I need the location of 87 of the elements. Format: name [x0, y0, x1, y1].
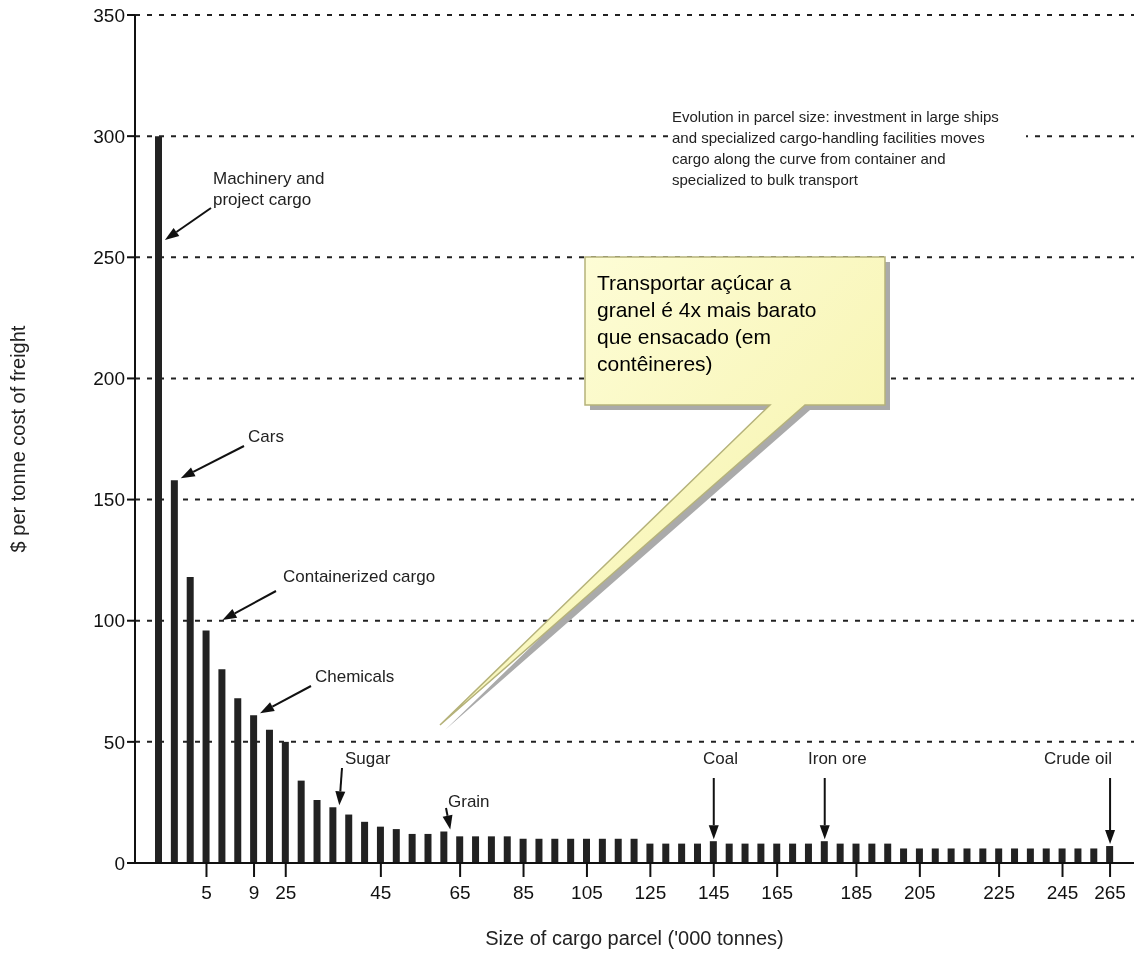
bar — [424, 833, 432, 863]
bar — [868, 843, 876, 863]
annotation: Transportar açúcar a granel é 4x mais barato que ensacado (em contêineres) — [597, 270, 818, 377]
y-axis-title: $ per tonne cost of freight — [7, 325, 30, 553]
bar — [725, 843, 733, 863]
bar — [313, 800, 321, 863]
bar — [519, 838, 527, 863]
bar — [741, 843, 749, 863]
annotation: Chemicals — [315, 666, 396, 687]
bar — [915, 848, 923, 863]
y-tick-label: 350 — [93, 4, 125, 26]
y-tick-label: 50 — [103, 731, 125, 753]
y-tick-label: 250 — [93, 247, 125, 269]
annotation: Sugar — [345, 748, 392, 769]
bar — [1042, 848, 1050, 863]
x-tick-label: 5 — [201, 882, 212, 903]
bar — [614, 838, 622, 863]
annotation: Grain — [448, 791, 491, 812]
bar — [487, 836, 495, 863]
bar — [583, 838, 591, 863]
bar — [900, 848, 908, 863]
bar — [1026, 848, 1034, 863]
bar — [598, 838, 606, 863]
x-axis-title: Size of cargo parcel ('000 tonnes) — [485, 927, 784, 949]
bar — [804, 843, 812, 863]
bar — [773, 843, 781, 863]
bar — [376, 826, 384, 863]
bar — [345, 814, 353, 863]
bar — [678, 843, 686, 863]
y-tick-label: 200 — [93, 368, 125, 390]
bar — [218, 669, 226, 863]
bar — [551, 838, 559, 863]
annotation: Machinery and project cargo — [213, 168, 326, 210]
bar — [836, 843, 844, 863]
bar — [931, 848, 939, 863]
bar — [1011, 848, 1019, 863]
x-tick-label: 265 — [1094, 882, 1126, 903]
bar — [329, 807, 337, 863]
x-tick-label: 65 — [449, 882, 471, 903]
bar — [662, 843, 670, 863]
bar — [392, 829, 400, 863]
bar — [995, 848, 1003, 863]
bar — [567, 838, 575, 863]
bar — [1090, 848, 1098, 863]
bar — [535, 838, 543, 863]
y-tick-label: 0 — [114, 852, 125, 874]
annotation: Iron ore — [808, 748, 868, 769]
annotation: Coal — [703, 748, 739, 769]
annotation: Crude oil — [1044, 748, 1114, 769]
bar — [170, 480, 178, 863]
annotation: Cars — [248, 426, 285, 447]
bar — [947, 848, 955, 863]
bar — [789, 843, 797, 863]
x-tick-label: 145 — [697, 882, 730, 903]
y-tick-label: 150 — [93, 489, 125, 511]
y-tick-label: 300 — [93, 125, 125, 147]
x-tick-label: 165 — [761, 882, 794, 903]
bar — [693, 843, 701, 863]
bar — [503, 836, 511, 863]
x-tick-label: 85 — [512, 882, 535, 903]
x-tick-label: 9 — [248, 882, 260, 903]
bar — [1074, 848, 1082, 863]
bar — [757, 843, 765, 863]
x-tick-label: 45 — [370, 882, 392, 903]
bar — [630, 838, 638, 863]
bar — [646, 843, 654, 863]
annotation: Evolution in parcel size: investment in large ships and specialized cargo-handling facilities moves cargo along the curve from container and specialized to bulk transport — [668, 104, 1026, 192]
x-tick-label: 225 — [983, 882, 1015, 903]
x-tick-label: 105 — [571, 882, 603, 903]
bar — [1058, 848, 1066, 863]
x-tick-label: 205 — [903, 882, 936, 903]
x-tick-label: 245 — [1046, 882, 1079, 903]
bar — [408, 833, 416, 863]
x-tick-label: 185 — [840, 882, 873, 903]
bar — [852, 843, 860, 863]
bar — [265, 729, 273, 863]
y-tick-label: 100 — [93, 610, 125, 632]
x-tick-label: 125 — [634, 882, 667, 903]
bar — [456, 836, 464, 863]
bar — [361, 821, 369, 863]
bar — [979, 848, 987, 863]
annotation: Containerized cargo — [283, 566, 437, 587]
bar — [884, 843, 892, 863]
bar — [472, 836, 480, 863]
bar — [963, 848, 971, 863]
x-tick-label: 25 — [275, 882, 297, 903]
bar — [297, 780, 305, 863]
